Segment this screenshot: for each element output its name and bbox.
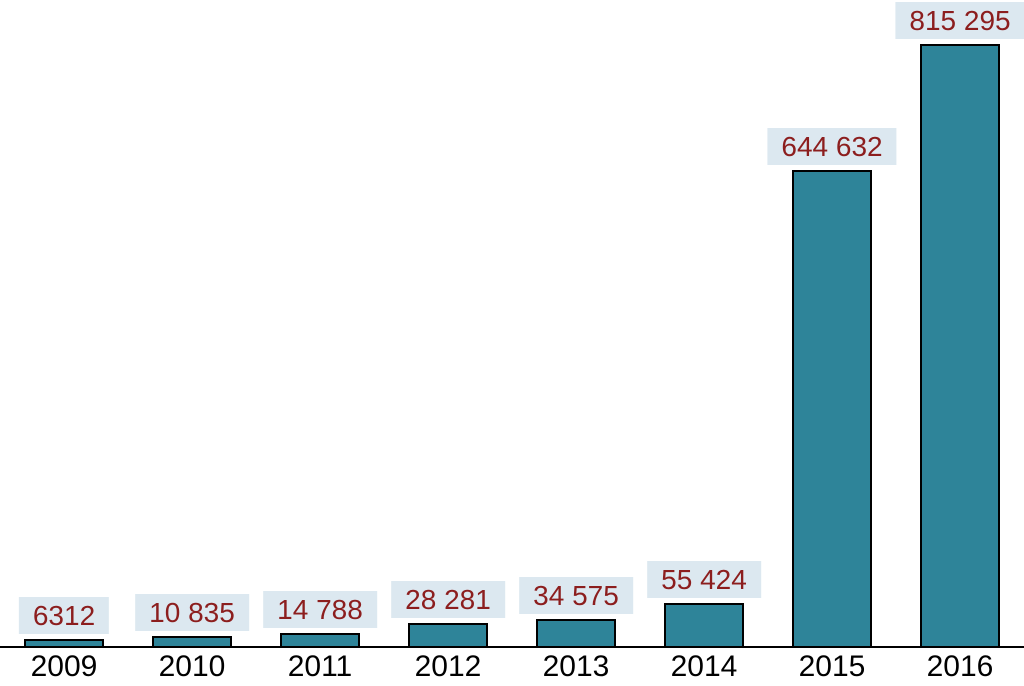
chart-column-2013: 34 575 2013 <box>512 0 640 686</box>
x-tick-label: 2011 <box>287 650 353 683</box>
value-label: 55 424 <box>647 561 761 598</box>
bar-2011 <box>280 633 360 648</box>
chart-column-2014: 55 424 2014 <box>640 0 768 686</box>
chart-column-2011: 14 788 2011 <box>256 0 384 686</box>
bar-2013 <box>536 619 616 648</box>
bar-2014 <box>664 603 744 648</box>
x-tick-label: 2010 <box>158 650 226 683</box>
chart-column-2015: 644 632 2015 <box>767 0 897 686</box>
bar-2009 <box>24 639 104 648</box>
value-label: 34 575 <box>519 577 633 614</box>
value-label: 644 632 <box>767 128 897 165</box>
chart-column-2016: 815 295 2016 <box>895 0 1024 686</box>
x-tick-label: 2014 <box>670 650 738 683</box>
bar-2016 <box>920 44 1000 648</box>
chart-column-2012: 28 281 2012 <box>384 0 512 686</box>
value-label: 14 788 <box>263 591 377 628</box>
chart-column-2010: 10 835 2010 <box>128 0 256 686</box>
bar-2015 <box>792 170 872 648</box>
bar-2012 <box>408 623 488 648</box>
x-tick-label: 2016 <box>926 650 994 683</box>
chart-column-2009: 6312 2009 <box>0 0 128 686</box>
value-label: 815 295 <box>895 2 1024 39</box>
value-label: 10 835 <box>135 594 249 631</box>
x-tick-label: 2009 <box>30 650 98 683</box>
x-tick-label: 2013 <box>542 650 610 683</box>
x-axis-line <box>0 646 1024 648</box>
value-label: 28 281 <box>391 581 505 618</box>
bar-2010 <box>152 636 232 648</box>
value-label: 6312 <box>18 597 110 634</box>
x-tick-label: 2015 <box>798 650 866 683</box>
x-tick-label: 2012 <box>414 650 482 683</box>
